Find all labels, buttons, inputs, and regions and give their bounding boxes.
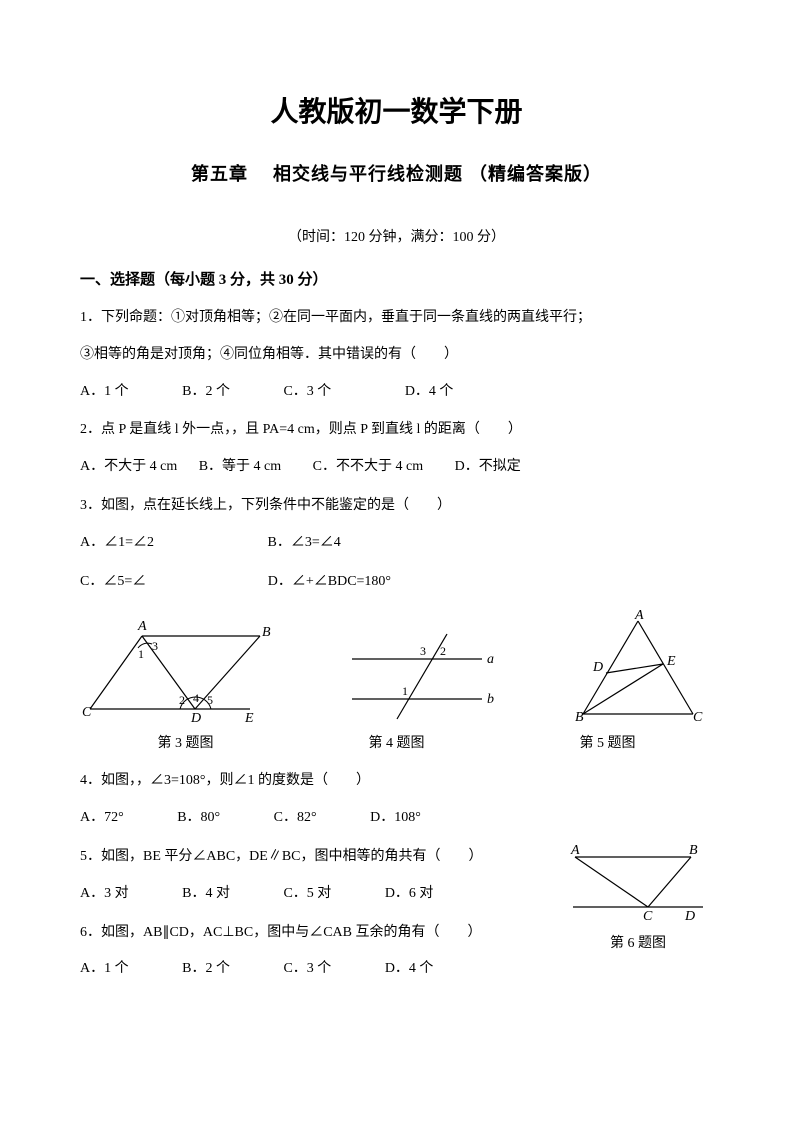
q2-line1: 2．点 P 是直线 l 外一点，，且 PA=4 cm，则点 P 到直线 l 的距…: [80, 415, 713, 446]
q3-optB: B．∠3=∠4: [268, 528, 341, 559]
fig6-caption: 第 6 题图: [563, 932, 713, 952]
q5-optB: B．4 对: [182, 879, 230, 910]
time-info: （时间：120 分钟，满分：100 分）: [80, 226, 713, 246]
fig4-num-1: 1: [402, 684, 408, 698]
fig3-label-B: B: [262, 625, 271, 640]
fig3-num-1: 1: [138, 647, 144, 661]
q5-optD: D．6 对: [385, 879, 434, 910]
fig6-label-D: D: [684, 909, 695, 922]
fig3-label-E: E: [244, 711, 254, 724]
q1-options: A．1 个 B．2 个 C．3 个 D．4 个: [80, 377, 713, 408]
q3-options-row2: C．∠5=∠ D．∠+∠BDC=180°: [80, 567, 713, 598]
fig4-num-2: 2: [440, 644, 446, 658]
q4-line1: 4．如图，，∠3=108°，则∠1 的度数是（ ）: [80, 766, 713, 797]
q1-line1: 1．下列命题：①对顶角相等；②在同一平面内，垂直于同一条直线的两直线平行；: [80, 303, 713, 334]
figure-6: A B C D 第 6 题图: [563, 842, 713, 952]
fig3-num-3: 3: [152, 639, 158, 653]
q6-optD: D．4 个: [385, 954, 434, 985]
q2-optA: A．不大于 4 cm: [80, 452, 177, 483]
q5-optA: A．3 对: [80, 879, 129, 910]
q5-optC: C．5 对: [283, 879, 331, 910]
q3-options-row1: A．∠1=∠2 B．∠3=∠4: [80, 528, 713, 559]
section-1-header: 一、选择题（每小题 3 分，共 30 分）: [80, 268, 713, 289]
fig3-caption: 第 3 题图: [158, 732, 214, 752]
q2-optB: B．等于 4 cm: [199, 452, 281, 483]
q1-optA: A．1 个: [80, 377, 129, 408]
title-main: 人教版初一数学下册: [80, 90, 713, 130]
q6-options: A．1 个 B．2 个 C．3 个 D．4 个: [80, 954, 713, 985]
q6-optC: C．3 个: [283, 954, 331, 985]
q1-line2: ③相等的角是对顶角；④同位角相等．其中错误的有（ ）: [80, 340, 713, 371]
fig3-label-D: D: [190, 711, 201, 724]
q3-optA: A．∠1=∠2: [80, 528, 154, 559]
q3-optC: C．∠5=∠: [80, 567, 146, 598]
fig6-label-B: B: [689, 843, 698, 858]
q4-options: A．72° B．80° C．82° D．108°: [80, 803, 713, 834]
fig3-num-5: 5: [207, 693, 213, 707]
fig4-label-b: b: [487, 692, 494, 707]
fig5-label-A: A: [634, 609, 644, 623]
fig4-label-a: a: [487, 652, 494, 667]
q1-optB: B．2 个: [182, 377, 230, 408]
captions-row-1: 第 3 题图 第 4 题图 第 5 题图: [80, 732, 713, 752]
title-sub: 第五章 相交线与平行线检测题 （精编答案版）: [80, 160, 713, 186]
q2-optD: D．不拟定: [455, 452, 521, 483]
fig3-num-4: 4: [193, 691, 199, 705]
fig5-label-B: B: [575, 710, 584, 724]
fig5-label-E: E: [666, 654, 676, 669]
fig3-label-C: C: [82, 705, 92, 720]
q2-options: A．不大于 4 cm B．等于 4 cm C．不不大于 4 cm D．不拟定: [80, 452, 713, 483]
fig5-label-C: C: [693, 710, 703, 724]
page: 人教版初一数学下册 第五章 相交线与平行线检测题 （精编答案版） （时间：120…: [0, 0, 793, 1122]
q4-optD: D．108°: [370, 803, 421, 834]
fig5-label-D: D: [592, 660, 603, 675]
fig4-num-3: 3: [420, 644, 426, 658]
q6-optB: B．2 个: [182, 954, 230, 985]
q4-optB: B．80°: [177, 803, 220, 834]
figure-3: A B C D E 1 3 2 4 5: [80, 614, 280, 724]
fig6-label-A: A: [570, 843, 580, 858]
fig4-caption: 第 4 题图: [369, 732, 425, 752]
q3-line1: 3．如图，点在延长线上，下列条件中不能鉴定的是（ ）: [80, 491, 713, 522]
fig6-label-C: C: [643, 909, 653, 922]
q2-optC: C．不不大于 4 cm: [313, 452, 423, 483]
q4-optA: A．72°: [80, 803, 124, 834]
q6-optA: A．1 个: [80, 954, 129, 985]
fig3-num-2: 2: [179, 693, 185, 707]
figure-4: a b 3 2 1: [342, 629, 502, 724]
q4-optC: C．82°: [274, 803, 317, 834]
figure-5: A B C D E: [563, 609, 713, 724]
q1-optD: D．4 个: [405, 377, 454, 408]
fig5-caption: 第 5 题图: [580, 732, 636, 752]
q3-optD: D．∠+∠BDC=180°: [268, 567, 391, 598]
fig3-label-A: A: [137, 619, 147, 634]
figures-row-1: A B C D E 1 3 2 4 5 a b 3 2 1: [80, 609, 713, 724]
q1-optC: C．3 个: [283, 377, 331, 408]
